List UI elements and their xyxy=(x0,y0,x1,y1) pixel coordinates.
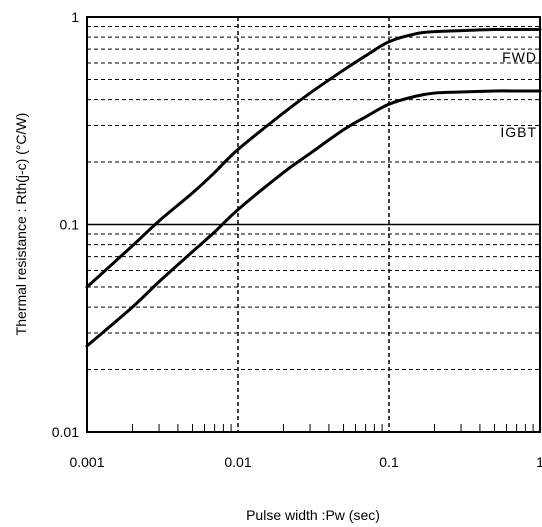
series-labels: FWD IGBT xyxy=(500,49,537,140)
x-tick-label: 0.001 xyxy=(69,454,104,470)
y-tick-label: 0.1 xyxy=(60,217,80,233)
data-curves xyxy=(85,27,542,348)
x-tick-label: 1 xyxy=(536,454,542,470)
y-tick-label: 1 xyxy=(71,9,79,25)
series-igbt-curve xyxy=(85,89,542,348)
series-label-fwd: FWD xyxy=(502,49,537,65)
grid-lines xyxy=(87,17,540,432)
tick-labels: 0.001 0.01 0.1 1 0.01 0.1 1 xyxy=(52,9,542,470)
x-axis-title: Pulse width :Pw (sec) xyxy=(246,507,380,523)
plot-frame xyxy=(86,16,541,433)
series-fwd-curve xyxy=(85,27,542,289)
y-axis-title: Thermal resistance : Rth(j-c) (°C/W) xyxy=(13,113,29,336)
series-label-igbt: IGBT xyxy=(500,124,537,140)
axis-minor-ticks xyxy=(131,424,534,432)
x-tick-label: 0.01 xyxy=(224,454,251,470)
x-tick-label: 0.1 xyxy=(379,454,399,470)
y-tick-label: 0.01 xyxy=(52,424,79,440)
